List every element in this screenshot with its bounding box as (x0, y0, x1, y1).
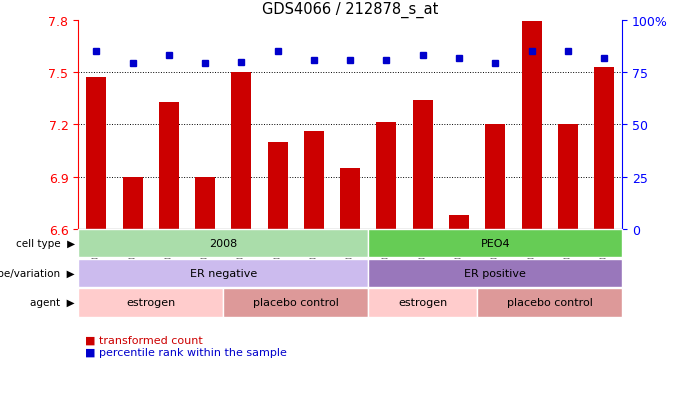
Bar (449, 215, 469, 229)
Bar (486, 125, 505, 229)
Bar (231, 73, 252, 229)
Text: ■ percentile rank within the sample: ■ percentile rank within the sample (85, 347, 287, 357)
Bar (558, 125, 578, 229)
Text: cell type  ▶: cell type ▶ (16, 238, 75, 248)
Text: ER negative: ER negative (190, 268, 257, 278)
Bar (522, 22, 541, 229)
Text: ■ transformed count: ■ transformed count (85, 335, 203, 344)
Text: 2008: 2008 (209, 238, 237, 248)
Text: agent  ▶: agent ▶ (30, 298, 75, 308)
Bar (159, 102, 179, 229)
Text: estrogen: estrogen (398, 298, 447, 308)
Bar (86, 78, 106, 229)
Bar (304, 132, 324, 229)
Bar (377, 123, 396, 229)
Text: genotype/variation  ▶: genotype/variation ▶ (0, 268, 75, 278)
Text: estrogen: estrogen (126, 298, 175, 308)
Text: PEO4: PEO4 (481, 238, 510, 248)
Text: placebo control: placebo control (507, 298, 592, 308)
Bar (268, 142, 288, 229)
Bar (340, 169, 360, 229)
Bar (413, 101, 432, 229)
Text: placebo control: placebo control (253, 298, 339, 308)
Title: GDS4066 / 212878_s_at: GDS4066 / 212878_s_at (262, 2, 439, 18)
Bar (594, 68, 614, 229)
Bar (195, 177, 215, 229)
Bar (122, 177, 143, 229)
Text: ER positive: ER positive (464, 268, 526, 278)
